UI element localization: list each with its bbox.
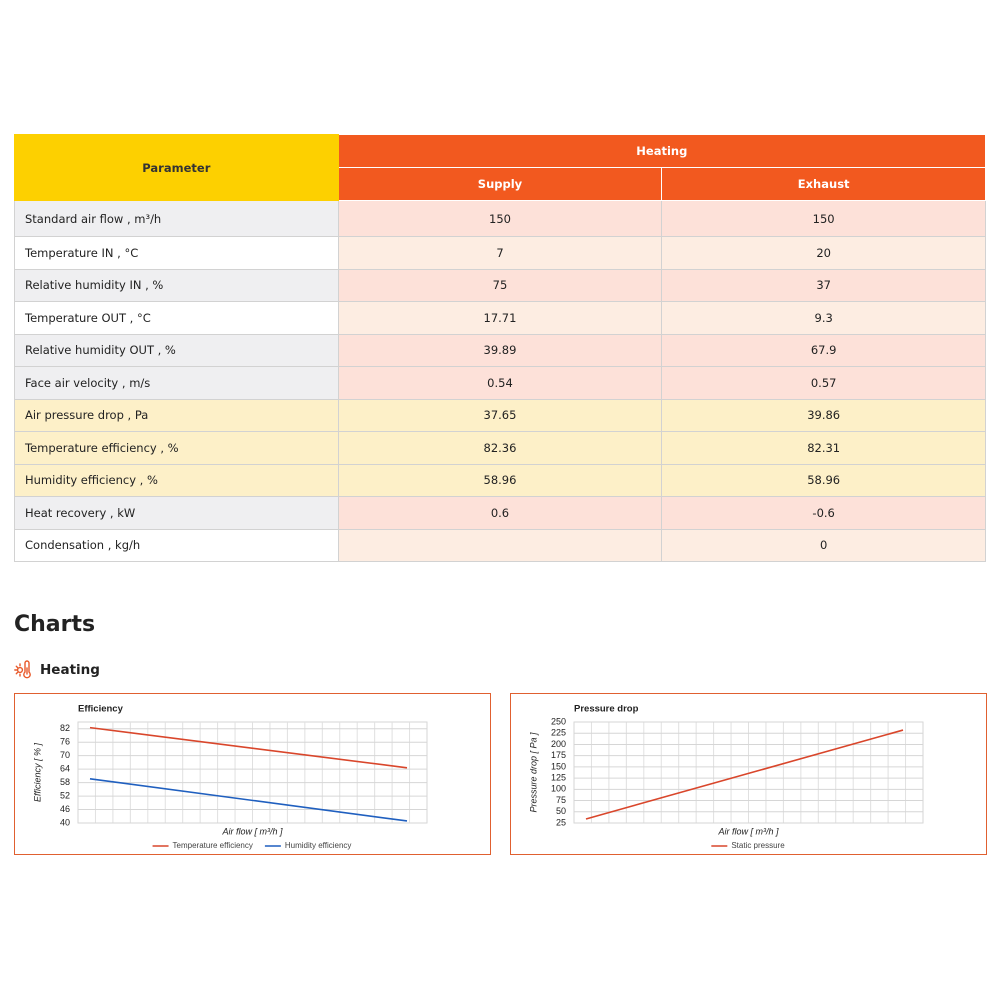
- row-label: Humidity efficiency , %: [14, 463, 339, 497]
- y-axis-label: Pressure drop [ Pa ]: [528, 732, 538, 813]
- y-tick-label: 100: [551, 784, 566, 794]
- legend-label: Temperature efficiency: [173, 841, 253, 850]
- table-row: Condensation , kg/h 0: [14, 528, 986, 562]
- y-tick-label: 75: [556, 795, 566, 805]
- cell-value: 39.89: [337, 333, 663, 367]
- section-subtitle: Heating: [40, 662, 100, 678]
- cell-value: 0.54: [337, 366, 663, 400]
- row-label: Air pressure drop , Pa: [14, 398, 339, 432]
- y-tick-label: 76: [60, 737, 70, 747]
- table-row: Temperature IN , °C 7 20: [14, 236, 986, 270]
- table-row: Heat recovery , kW 0.6 -0.6: [14, 496, 986, 530]
- cell-value: 37: [661, 268, 986, 302]
- row-label: Heat recovery , kW: [14, 496, 339, 530]
- cell-value: 58.96: [661, 463, 986, 497]
- plot-area: [77, 721, 428, 824]
- row-label: Temperature efficiency , %: [14, 431, 339, 465]
- y-tick-label: 25: [556, 817, 566, 827]
- cell-value: 9.3: [661, 301, 986, 335]
- cell-value: 20: [661, 236, 986, 270]
- cell-value: 7: [337, 236, 663, 270]
- row-label: Standard air flow , m³/h: [14, 200, 339, 237]
- cell-value: 0.57: [661, 366, 986, 400]
- table-row: Face air velocity , m/s 0.54 0.57: [14, 366, 986, 400]
- cell-value: 150: [661, 200, 986, 237]
- section-subtitle-row: Heating: [14, 660, 100, 680]
- y-tick-label: 125: [551, 772, 566, 782]
- row-label: Temperature IN , °C: [14, 236, 339, 270]
- cell-value: [337, 528, 663, 562]
- legend-label: Static pressure: [731, 841, 785, 850]
- chart-frame: [510, 693, 987, 855]
- series-line: [89, 726, 408, 769]
- cell-value: 82.31: [661, 431, 986, 465]
- table-row: Temperature efficiency , % 82.36 82.31: [14, 431, 986, 465]
- y-tick-label: 175: [551, 750, 566, 760]
- y-tick-label: 58: [60, 777, 70, 787]
- x-axis-label: Air flow [ m³/h ]: [717, 826, 779, 836]
- header-column: Supply: [337, 167, 663, 201]
- table-row: Air pressure drop , Pa 37.65 39.86: [14, 398, 986, 432]
- header-group: Heating: [337, 134, 987, 168]
- cell-value: 17.71: [337, 301, 663, 335]
- x-axis-label: Air flow [ m³/h ]: [221, 826, 283, 836]
- table-row: Temperature OUT , °C 17.71 9.3: [14, 301, 986, 335]
- cell-value: 0: [661, 528, 986, 562]
- y-tick-label: 225: [551, 728, 566, 738]
- y-axis-label: Efficiency [ % ]: [32, 742, 42, 802]
- cell-value: 37.65: [337, 398, 663, 432]
- row-label: Relative humidity OUT , %: [14, 333, 339, 367]
- row-label: Face air velocity , m/s: [14, 366, 339, 400]
- chart-title: Efficiency: [78, 704, 124, 715]
- row-label: Condensation , kg/h: [14, 528, 339, 562]
- cell-value: 0.6: [337, 496, 663, 530]
- y-tick-label: 64: [60, 764, 70, 774]
- row-label: Relative humidity IN , %: [14, 268, 339, 302]
- legend-label: Humidity efficiency: [285, 841, 352, 850]
- y-tick-label: 200: [551, 739, 566, 749]
- cell-value: 150: [337, 200, 663, 237]
- heating-icon: [14, 660, 31, 679]
- table-row: Standard air flow , m³/h 150 150: [14, 200, 986, 237]
- cell-value: 75: [337, 268, 663, 302]
- series-line: [585, 729, 904, 820]
- plot-area: [573, 721, 924, 824]
- row-label: Temperature OUT , °C: [14, 301, 339, 335]
- y-tick-label: 50: [556, 806, 566, 816]
- parameter-table: Parameter Heating Supply Exhaust Standar…: [14, 134, 987, 562]
- series-line: [89, 777, 408, 822]
- y-tick-label: 70: [60, 750, 70, 760]
- cell-value: 58.96: [337, 463, 663, 497]
- y-tick-label: 150: [551, 761, 566, 771]
- cell-value: 82.36: [337, 431, 663, 465]
- chart-frame: [14, 693, 491, 855]
- header-column: Exhaust: [661, 167, 986, 201]
- cell-value: 39.86: [661, 398, 986, 432]
- section-title: Charts: [14, 612, 96, 637]
- cell-value: 67.9: [661, 333, 986, 367]
- y-tick-label: 52: [60, 790, 70, 800]
- cell-value: -0.6: [661, 496, 986, 530]
- chart-title: Pressure drop: [574, 704, 639, 715]
- y-tick-label: 40: [60, 817, 70, 827]
- table-row: Humidity efficiency , % 58.96 58.96: [14, 463, 986, 497]
- header-parameter: Parameter: [14, 134, 339, 201]
- y-tick-label: 82: [60, 723, 70, 733]
- table-row: Relative humidity OUT , % 39.89 67.9: [14, 333, 986, 367]
- y-tick-label: 46: [60, 804, 70, 814]
- table-row: Relative humidity IN , % 75 37: [14, 268, 986, 302]
- y-tick-label: 250: [551, 716, 566, 726]
